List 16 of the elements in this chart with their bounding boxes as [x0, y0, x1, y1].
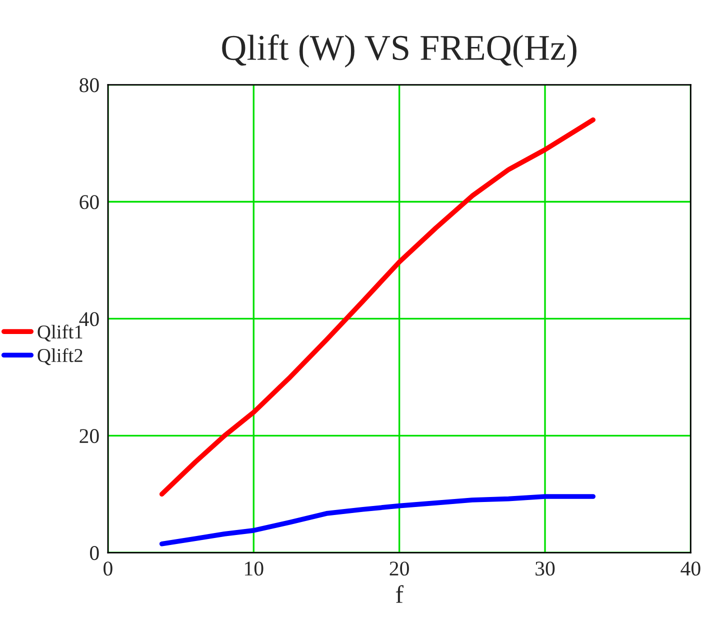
y-tick-label: 40 — [79, 312, 99, 326]
y-tick-label: 20 — [80, 429, 99, 444]
x-tick-label: 40 — [680, 562, 700, 576]
y-tick-label: 60 — [80, 195, 99, 210]
x-axis-title: f — [396, 585, 404, 603]
chart-title: Qlift (W) VS FREQ(Hz) — [222, 34, 576, 68]
x-tick-label: 10 — [245, 562, 264, 576]
x-tick-label: 30 — [536, 562, 555, 576]
line-series — [159, 117, 596, 497]
y-tick-label: 0 — [90, 546, 99, 560]
line-series — [159, 494, 596, 546]
legend-label: Qlift1 — [38, 324, 82, 342]
legend-label: Qlift2 — [38, 348, 82, 366]
y-tick-label: 80 — [80, 78, 99, 92]
x-tick-label: 20 — [390, 562, 409, 576]
x-tick-label: 0 — [104, 562, 112, 576]
